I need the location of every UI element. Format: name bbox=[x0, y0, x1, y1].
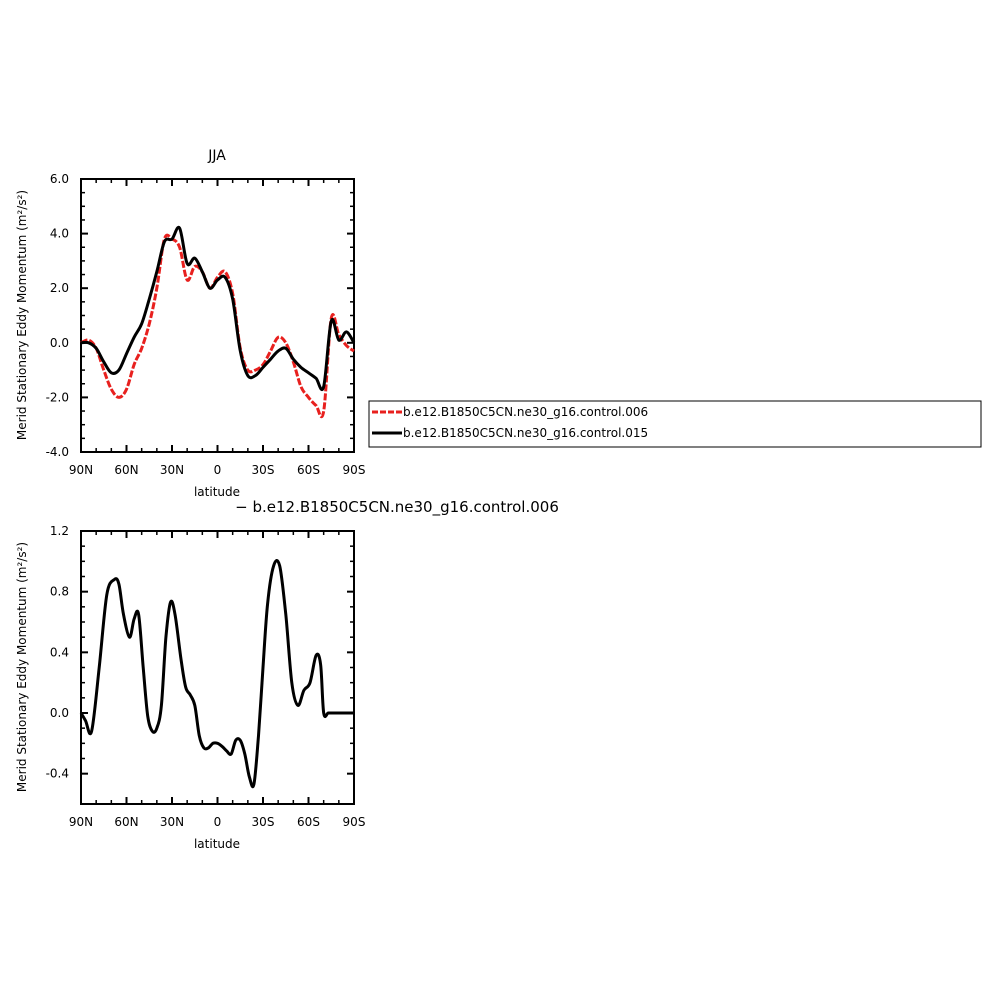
x-tick-label: 90N bbox=[69, 815, 93, 829]
x-tick-labels: 90N 60N 30N 0 30S 60S 90S bbox=[69, 463, 366, 477]
x-tick-label: 30N bbox=[160, 463, 184, 477]
x-tick-label: 90S bbox=[343, 463, 366, 477]
x-tick-label: 0 bbox=[214, 815, 222, 829]
x-axis-label: latitude bbox=[194, 837, 240, 851]
x-axis-label: latitude bbox=[194, 485, 240, 499]
y-tick-labels: -4.0 -2.0 0.0 2.0 4.0 6.0 bbox=[46, 172, 69, 459]
legend-box bbox=[368, 400, 982, 448]
bottom-chart-panel: − b.e12.B1850C5CN.ne30_g16.control.006 -… bbox=[15, 498, 559, 851]
series-line bbox=[80, 233, 355, 419]
legend: b.e12.B1850C5CN.ne30_g16.control.006 b.e… bbox=[368, 400, 982, 448]
x-tick-label: 60N bbox=[114, 815, 138, 829]
tick-marks bbox=[80, 530, 355, 804]
y-tick-label: -4.0 bbox=[46, 445, 69, 459]
y-axis-label: Merid Stationary Eddy Momentum (m²/s²) bbox=[15, 190, 29, 440]
y-tick-label: -2.0 bbox=[46, 390, 69, 404]
y-tick-label: 6.0 bbox=[50, 172, 69, 186]
x-tick-label: 30N bbox=[160, 815, 184, 829]
legend-entry: b.e12.B1850C5CN.ne30_g16.control.006 bbox=[403, 405, 648, 419]
chart-title: JJA bbox=[207, 148, 226, 164]
y-tick-labels: -0.4 0.0 0.4 0.8 1.2 bbox=[46, 524, 69, 781]
x-tick-label: 60N bbox=[114, 463, 138, 477]
x-tick-label: 60S bbox=[297, 463, 320, 477]
top-chart-panel: JJA -4.0 -2.0 0.0 2.0 4.0 6.0 90N 60N 30N 0 30S 60… bbox=[15, 148, 365, 499]
y-tick-label: 4.0 bbox=[50, 227, 69, 241]
x-tick-label: 90N bbox=[69, 463, 93, 477]
y-tick-label: 0.0 bbox=[50, 706, 69, 720]
series-line bbox=[79, 559, 354, 789]
x-tick-label: 0 bbox=[214, 463, 222, 477]
y-tick-label: 0.4 bbox=[50, 645, 69, 659]
y-tick-label: 2.0 bbox=[50, 281, 69, 295]
y-tick-label: 1.2 bbox=[50, 524, 69, 538]
plot-frame bbox=[80, 178, 355, 453]
x-tick-label: 30S bbox=[252, 815, 275, 829]
chart-title: − b.e12.B1850C5CN.ne30_g16.control.006 bbox=[235, 498, 559, 517]
y-tick-label: 0.0 bbox=[50, 336, 69, 350]
x-tick-labels: 90N 60N 30N 0 30S 60S 90S bbox=[69, 815, 366, 829]
x-tick-label: 90S bbox=[343, 815, 366, 829]
x-tick-label: 30S bbox=[252, 463, 275, 477]
y-tick-label: -0.4 bbox=[46, 767, 69, 781]
series-line bbox=[80, 225, 356, 392]
y-tick-label: 0.8 bbox=[50, 585, 69, 599]
series-lines bbox=[79, 559, 354, 789]
y-axis-label: Merid Stationary Eddy Momentum (m²/s²) bbox=[15, 542, 29, 792]
x-tick-label: 60S bbox=[297, 815, 320, 829]
series-lines bbox=[80, 225, 356, 419]
tick-marks bbox=[80, 178, 355, 453]
legend-entry: b.e12.B1850C5CN.ne30_g16.control.015 bbox=[403, 426, 648, 440]
